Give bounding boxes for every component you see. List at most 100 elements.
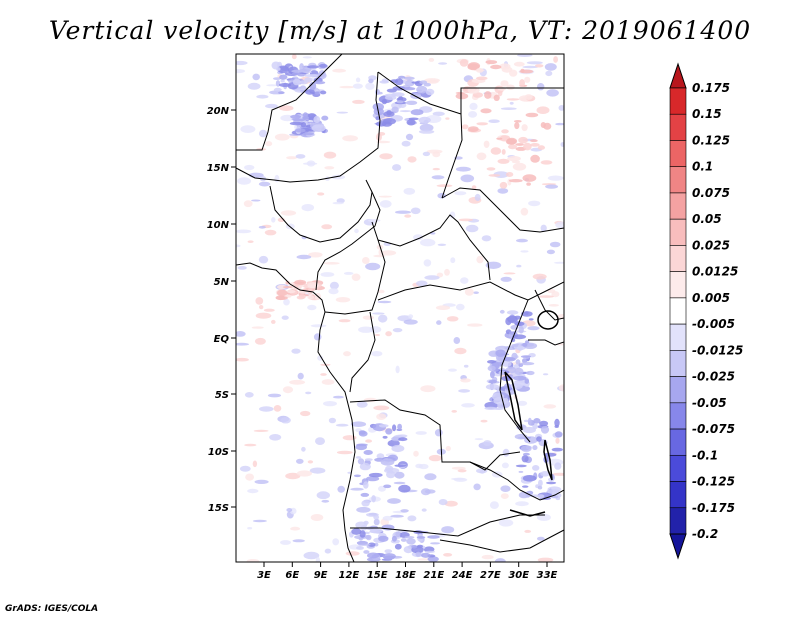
- colorbar-label: -0.125: [692, 475, 735, 489]
- velocity-patch: [518, 136, 528, 144]
- velocity-patch: [237, 177, 252, 185]
- velocity-patch: [240, 125, 256, 133]
- velocity-patch: [536, 436, 542, 442]
- velocity-patch: [487, 360, 496, 364]
- velocity-patch: [236, 342, 250, 346]
- velocity-patch: [301, 204, 315, 212]
- velocity-patch: [481, 235, 492, 242]
- colorbar-label: 0.0125: [692, 265, 738, 279]
- velocity-patch: [291, 54, 297, 60]
- velocity-patch: [501, 462, 509, 469]
- velocity-patch: [485, 60, 498, 65]
- colorbar: 0.175 0.15 0.125 0.1 0.075 0.05 0.025 0.0125 0.0…: [669, 62, 743, 560]
- border-chad-car: [377, 214, 491, 281]
- velocity-patch: [264, 229, 277, 236]
- velocity-patch: [358, 543, 371, 546]
- velocity-patch: [525, 340, 530, 344]
- velocity-patch: [302, 56, 312, 59]
- velocity-patch: [497, 188, 509, 194]
- velocity-patch: [407, 156, 417, 163]
- velocity-patch: [513, 120, 522, 123]
- velocity-patch: [418, 129, 435, 134]
- velocity-patch: [271, 319, 276, 324]
- velocity-patch: [385, 428, 393, 435]
- velocity-patch: [244, 443, 257, 447]
- velocity-patch: [508, 144, 517, 150]
- velocity-patch: [251, 199, 261, 202]
- velocity-patch: [524, 94, 533, 100]
- velocity-patch: [476, 68, 484, 73]
- velocity-patch: [523, 142, 532, 151]
- velocity-patch: [514, 321, 525, 327]
- velocity-patch: [321, 115, 329, 121]
- velocity-patch: [365, 439, 372, 443]
- velocity-patch: [372, 103, 384, 111]
- velocity-patch: [446, 316, 459, 322]
- velocity-patch: [424, 473, 437, 481]
- velocity-patch: [292, 539, 305, 543]
- velocity-patch: [540, 122, 546, 128]
- velocity-patch: [527, 326, 540, 331]
- velocity-patch: [524, 76, 531, 83]
- velocity-patch: [401, 140, 411, 147]
- velocity-patch: [395, 531, 401, 538]
- lon-label: 3E: [257, 570, 271, 581]
- velocity-patch: [546, 89, 559, 97]
- colorbar-swatch: [669, 192, 687, 220]
- lake-tanganyika: [504, 371, 523, 431]
- velocity-patch: [291, 72, 301, 75]
- velocity-patch: [493, 407, 504, 411]
- colorbar-label: 0.05: [692, 212, 722, 226]
- velocity-patch: [323, 262, 340, 265]
- velocity-patch: [555, 221, 564, 229]
- velocity-patch: [376, 413, 387, 421]
- velocity-patch: [339, 85, 355, 89]
- velocity-patch: [481, 554, 494, 560]
- velocity-patch: [513, 61, 525, 67]
- velocity-patch: [291, 348, 301, 354]
- border-libya-sudan: [460, 87, 564, 114]
- velocity-patch: [428, 57, 435, 62]
- velocity-patch: [523, 419, 529, 423]
- colorbar-bottom-triangle: [669, 533, 687, 560]
- velocity-patch: [514, 122, 520, 130]
- velocity-patch: [403, 546, 414, 554]
- velocity-patch: [500, 80, 509, 87]
- velocity-patch: [313, 115, 321, 124]
- border-car-drc: [377, 281, 564, 301]
- velocity-patch: [431, 175, 445, 180]
- velocity-patch: [448, 368, 457, 372]
- velocity-patch: [246, 559, 260, 562]
- velocity-patch: [303, 551, 320, 560]
- velocity-patch: [506, 98, 520, 101]
- colorbar-swatch: [669, 428, 687, 456]
- velocity-patch: [273, 87, 282, 92]
- velocity-patch: [253, 429, 269, 432]
- velocity-patch: [507, 315, 518, 323]
- colorbar-label: -0.025: [692, 370, 735, 384]
- map-area: 20N 15N 10N 5N EQ 5S 10S 15S 3E 6E 9E 12E 15E 18E 21E…: [207, 53, 565, 581]
- velocity-patch: [315, 437, 325, 445]
- velocity-patch: [281, 315, 289, 320]
- velocity-patch: [276, 289, 288, 297]
- velocity-patch: [403, 187, 416, 195]
- velocity-patch: [259, 406, 274, 412]
- velocity-patch: [252, 460, 258, 468]
- velocity-patch: [536, 106, 550, 114]
- border-mauritania-mali: [236, 54, 343, 151]
- velocity-patch: [361, 500, 370, 507]
- velocity-patch: [362, 315, 375, 320]
- velocity-patch: [537, 536, 545, 541]
- velocity-patch: [502, 448, 510, 457]
- velocity-patch: [398, 484, 411, 493]
- velocity-patch: [538, 295, 554, 298]
- velocity-patch: [244, 392, 254, 398]
- border-nigeria-niger: [269, 179, 373, 243]
- velocity-patch: [505, 138, 517, 145]
- velocity-patch: [476, 152, 487, 161]
- velocity-patch: [467, 63, 480, 71]
- velocity-patch: [560, 142, 564, 147]
- velocity-patch: [379, 153, 393, 160]
- velocity-patch: [526, 61, 543, 65]
- velocity-patch: [521, 311, 533, 317]
